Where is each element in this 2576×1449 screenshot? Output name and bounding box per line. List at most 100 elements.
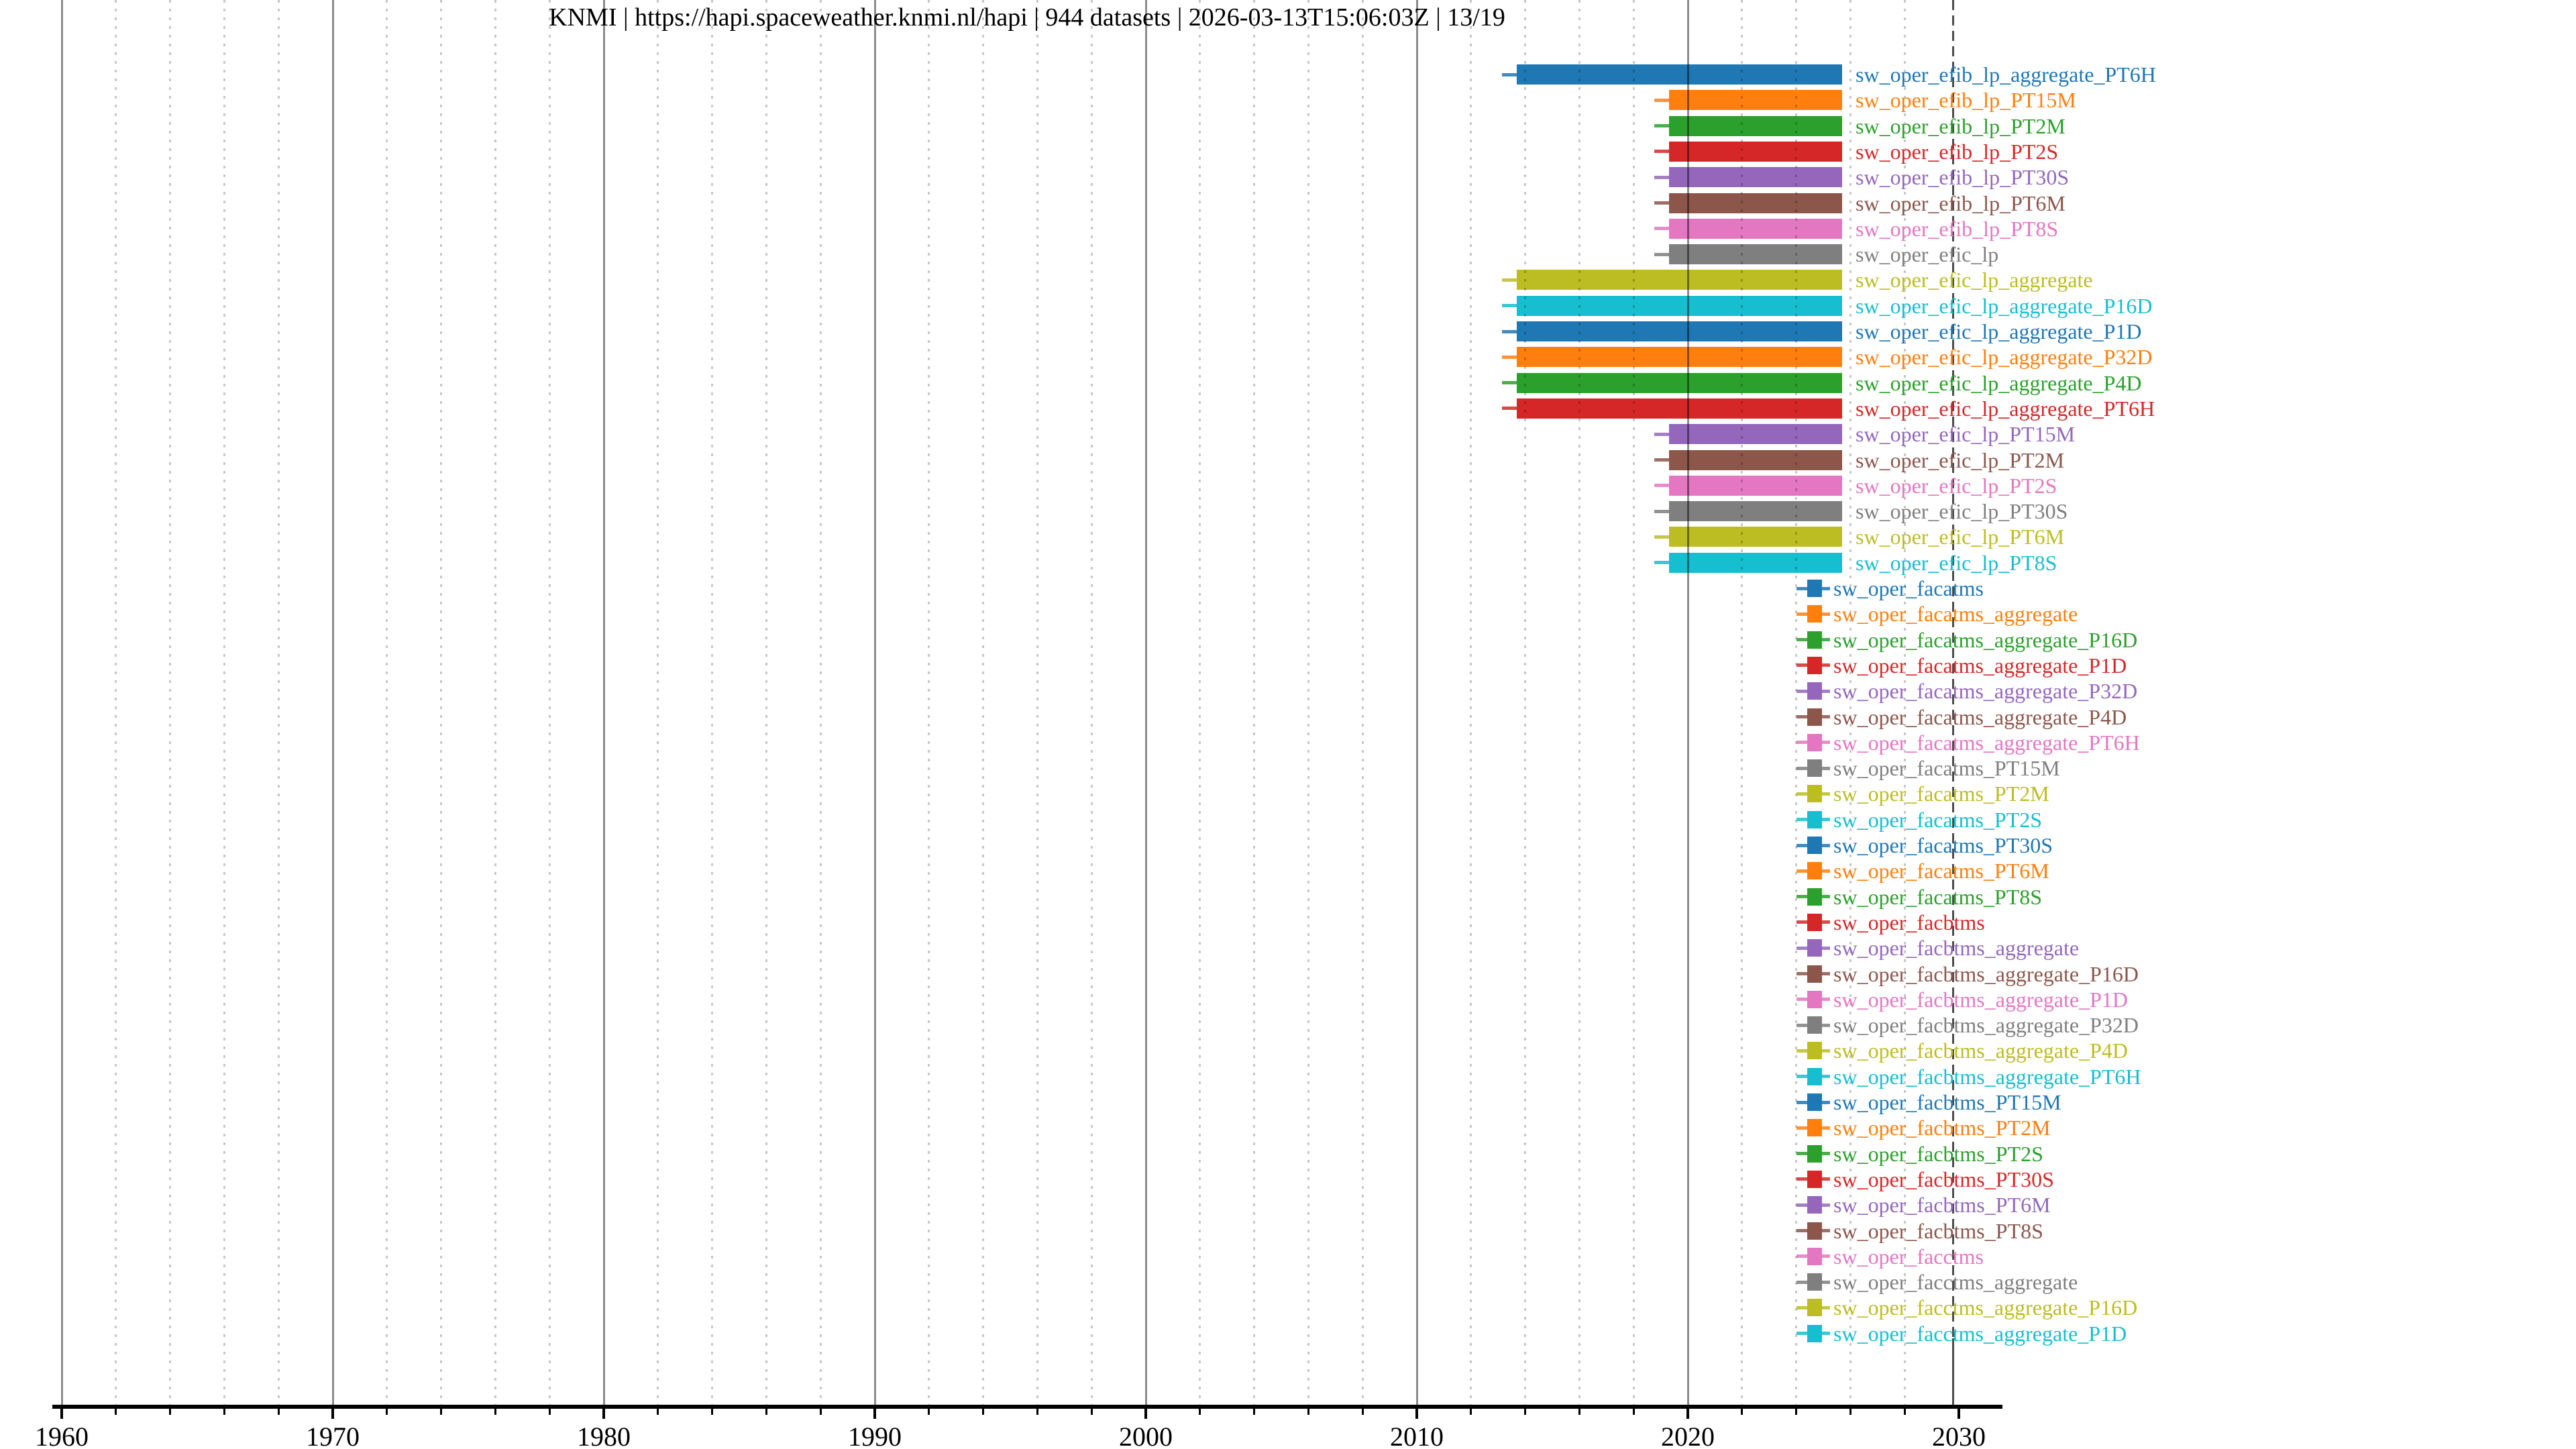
dataset-label: sw_oper_facbtms_aggregate_P4D [1833,1038,2128,1063]
dataset-label: sw_oper_efib_lp_PT2S [1856,139,2059,164]
x-minor-tick-1982 [657,1409,659,1415]
x-minor-tick-2002 [1199,1409,1201,1415]
dataset-label: sw_oper_efic_lp_PT30S [1856,499,2068,524]
x-minor-tick-2012 [1470,1409,1472,1415]
x-minor-tick-2006 [1307,1409,1309,1415]
dataset-label: sw_oper_facatms_PT2M [1833,782,2049,806]
coverage-bar [1807,939,1822,957]
coverage-bar [1807,913,1822,931]
x-tick-label-2030: 2030 [1932,1421,1986,1449]
grid-minor-2014 [1524,0,1527,1407]
dataset-label: sw_oper_facatms_PT15M [1833,756,2060,781]
grid-minor-1976 [494,0,496,1407]
chart-title: KNMI | https://hapi.spaceweather.knmi.nl… [549,3,1505,32]
dataset-label: sw_oper_efib_lp_PT2M [1856,113,2065,138]
dataset-label: sw_oper_facatms_aggregate_P32D [1833,679,2138,704]
dashed-vline-bottom [1952,1338,1955,1407]
x-major-tick-1990 [873,1409,876,1419]
dataset-label: sw_oper_efib_lp_PT8S [1856,216,2059,241]
coverage-bar [1807,837,1822,854]
x-tick-label-2020: 2020 [1661,1421,1715,1449]
x-minor-tick-1962 [115,1409,117,1415]
x-minor-tick-1978 [548,1409,551,1415]
x-minor-tick-2004 [1253,1409,1256,1415]
grid-major-1960 [60,0,63,1407]
x-minor-tick-1964 [169,1409,172,1415]
coverage-bar [1807,785,1822,803]
grid-minor-1992 [928,0,930,1407]
dataset-label: sw_oper_facbtms_PT15M [1833,1090,2061,1114]
dataset-label: sw_oper_efib_lp_PT30S [1856,165,2070,190]
coverage-bar [1807,682,1822,700]
dataset-label: sw_oper_facatms [1833,576,1984,600]
coverage-bar [1668,141,1843,162]
dataset-label: sw_oper_facatms_aggregate_PT6H [1833,730,2140,755]
coverage-bar [1517,372,1843,393]
coverage-bar [1668,424,1843,445]
dataset-label: sw_oper_efic_lp_PT8S [1856,550,2057,575]
coverage-bar [1807,1067,1822,1085]
dataset-label: sw_oper_facctms_aggregate_P1D [1833,1321,2127,1346]
grid-minor-1998 [1090,0,1093,1407]
grid-minor-1968 [277,0,280,1407]
dataset-label: sw_oper_facatms_PT30S [1833,833,2053,857]
dataset-label: sw_oper_facbtms_aggregate [1833,936,2080,961]
coverage-bar [1668,552,1843,573]
dataset-label: sw_oper_efib_lp_aggregate_PT6H [1856,62,2156,87]
coverage-bar [1668,501,1843,522]
x-major-tick-2020 [1686,1409,1689,1419]
dataset-label: sw_oper_facatms_PT6M [1833,859,2049,883]
grid-minor-1996 [1036,0,1038,1407]
coverage-bar [1517,321,1843,341]
coverage-bar [1517,398,1843,419]
coverage-bar [1807,1093,1822,1111]
x-minor-tick-2022 [1741,1409,1743,1415]
x-major-tick-1960 [60,1409,63,1419]
coverage-bar [1807,631,1822,649]
coverage-bar [1668,193,1843,213]
dataset-label: sw_oper_facbtms_aggregate_PT6H [1833,1064,2141,1089]
x-minor-tick-1996 [1036,1409,1038,1415]
coverage-bar [1668,167,1843,188]
grid-minor-1986 [765,0,767,1407]
dataset-label: sw_oper_facctms_aggregate_P16D [1833,1295,2138,1320]
x-minor-tick-1998 [1090,1409,1093,1415]
dataset-label: sw_oper_efic_lp_PT6M [1856,525,2065,549]
coverage-bar [1807,1119,1822,1137]
x-minor-tick-1966 [223,1409,225,1415]
dataset-label: sw_oper_facatms_PT2S [1833,807,2043,832]
x-minor-tick-1994 [982,1409,985,1415]
x-major-tick-2030 [1957,1409,1960,1419]
x-major-tick-1980 [602,1409,605,1419]
coverage-bar [1807,888,1822,906]
grid-minor-1994 [982,0,985,1407]
dataset-label: sw_oper_facbtms_PT2M [1833,1116,2051,1140]
dataset-label: sw_oper_efic_lp [1856,242,1999,267]
coverage-bar [1807,1222,1822,1240]
x-major-tick-2010 [1415,1409,1418,1419]
dataset-label: sw_oper_efic_lp_aggregate_P4D [1856,370,2142,395]
x-minor-tick-2014 [1524,1409,1527,1415]
x-minor-tick-2016 [1578,1409,1580,1415]
coverage-bar [1807,990,1822,1008]
coverage-bar [1807,1247,1822,1265]
coverage-bar [1517,64,1843,85]
grid-minor-1978 [548,0,551,1407]
grid-minor-2012 [1470,0,1472,1407]
dataset-label: sw_oper_efic_lp_PT2S [1856,473,2057,498]
x-minor-tick-2008 [1361,1409,1364,1415]
coverage-bar [1668,527,1843,547]
grid-minor-1974 [440,0,443,1407]
grid-minor-1972 [386,0,388,1407]
dataset-label: sw_oper_facbtms_PT30S [1833,1167,2054,1191]
grid-major-2010 [1415,0,1418,1407]
dataset-label: sw_oper_efic_lp_PT15M [1856,422,2076,447]
coverage-bar [1807,1324,1822,1342]
grid-minor-1966 [223,0,225,1407]
x-tick-label-1980: 1980 [577,1421,631,1449]
x-tick-label-1960: 1960 [35,1421,89,1449]
coverage-bar [1807,810,1822,828]
dataset-label: sw_oper_facatms_aggregate_P1D [1833,653,2127,678]
grid-minor-2026 [1849,0,1851,1407]
